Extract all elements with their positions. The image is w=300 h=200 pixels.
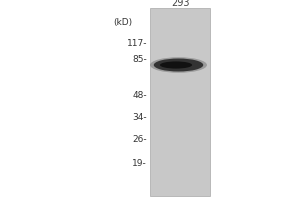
Ellipse shape — [160, 61, 192, 69]
Text: 85-: 85- — [132, 55, 147, 64]
Text: 34-: 34- — [132, 114, 147, 122]
Text: 26-: 26- — [132, 136, 147, 144]
Text: 117-: 117- — [127, 40, 147, 48]
Ellipse shape — [154, 58, 203, 72]
Text: 19-: 19- — [132, 160, 147, 168]
Text: 293: 293 — [171, 0, 189, 8]
Text: 48-: 48- — [132, 92, 147, 100]
Ellipse shape — [150, 57, 207, 73]
Text: (kD): (kD) — [113, 18, 132, 26]
Bar — [150, 8, 210, 196]
